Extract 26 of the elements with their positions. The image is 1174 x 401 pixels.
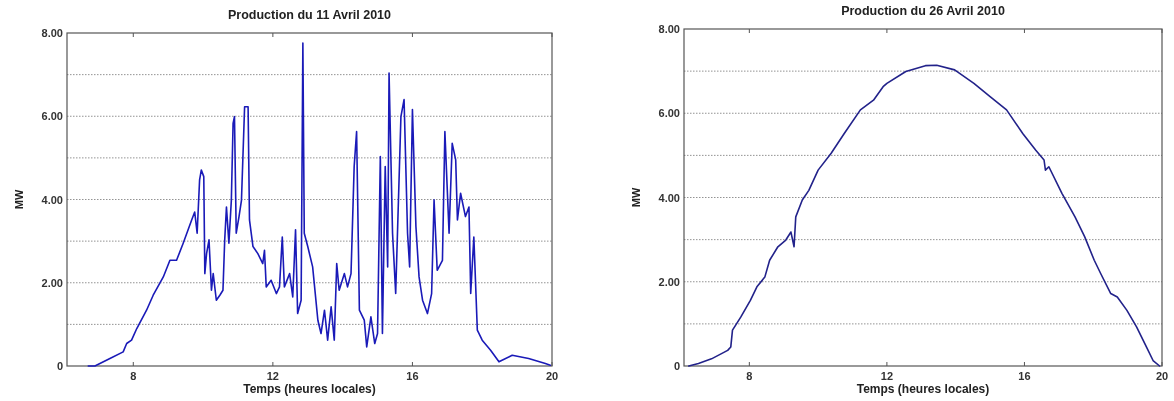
y-tick-label: 2.00 bbox=[41, 276, 63, 289]
y-tick-label: 0 bbox=[673, 360, 680, 372]
chart-title: Production du 11 Avril 2010 bbox=[227, 8, 392, 22]
y-tick-label: 6.00 bbox=[658, 107, 680, 120]
x-tick-label: 16 bbox=[406, 370, 419, 382]
y-tick-label: 2.00 bbox=[658, 275, 680, 288]
chart-title: Production du 26 Avril 2010 bbox=[841, 4, 1005, 18]
x-tick-label: 12 bbox=[880, 370, 894, 382]
line-series bbox=[688, 64, 1161, 367]
x-tick-label: 20 bbox=[1155, 370, 1169, 382]
x-tick-label: 8 bbox=[130, 370, 137, 382]
y-tick-label: 8.00 bbox=[658, 23, 680, 35]
x-axis-title: Temps (heures locales) bbox=[856, 382, 990, 396]
y-axis-title: MW bbox=[630, 187, 642, 208]
x-tick-label: 16 bbox=[1018, 370, 1031, 382]
y-tick-label: 8.00 bbox=[41, 27, 63, 39]
line-series bbox=[87, 42, 552, 367]
x-axis-title: Temps (heures locales) bbox=[243, 382, 376, 396]
y-axis-title: MW bbox=[13, 189, 25, 210]
y-tick-label: 0 bbox=[56, 360, 63, 372]
x-tick-label: 12 bbox=[266, 370, 279, 382]
y-tick-label: 4.00 bbox=[41, 193, 63, 206]
y-tick-label: 4.00 bbox=[658, 191, 680, 204]
x-tick-label: 8 bbox=[746, 370, 753, 382]
y-tick-label: 6.00 bbox=[41, 110, 63, 123]
x-tick-label: 20 bbox=[545, 370, 559, 382]
